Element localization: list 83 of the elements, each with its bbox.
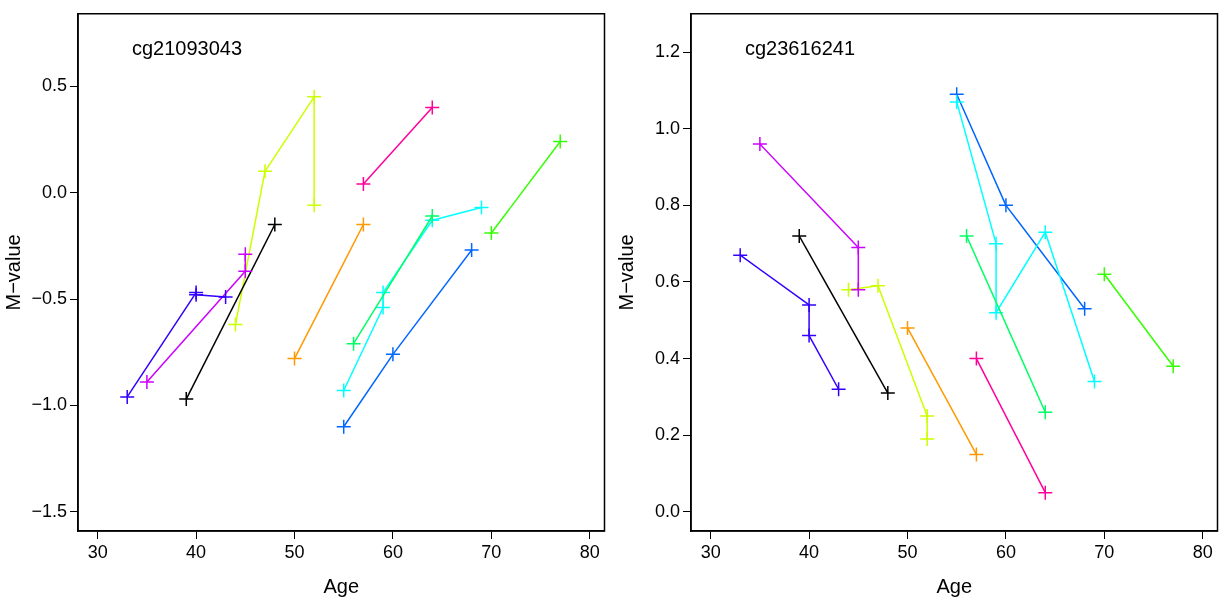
point xyxy=(306,89,322,105)
y-tick-label: 0.2 xyxy=(654,424,680,445)
point xyxy=(424,208,441,224)
y-tick-label: −1.0 xyxy=(31,394,67,415)
point xyxy=(1086,373,1103,390)
text: cg21093043 xyxy=(132,37,243,60)
y-tick-label: 1.2 xyxy=(654,41,680,62)
point xyxy=(335,382,352,399)
point xyxy=(385,346,401,363)
point xyxy=(791,228,807,244)
point xyxy=(483,225,500,241)
point xyxy=(801,297,817,313)
point xyxy=(306,197,322,214)
x-tick-label: 70 xyxy=(1094,541,1115,562)
point xyxy=(801,327,817,344)
point xyxy=(1096,266,1113,283)
x-tick-label: 40 xyxy=(186,541,207,562)
point xyxy=(752,136,768,152)
y-tick-label: −0.5 xyxy=(31,287,67,308)
point xyxy=(463,242,480,258)
point xyxy=(139,374,155,390)
x-tick-label: 60 xyxy=(995,541,1016,562)
point xyxy=(375,299,391,316)
point xyxy=(870,278,886,294)
point xyxy=(178,391,194,407)
point xyxy=(237,263,254,280)
x-tick-label: 30 xyxy=(87,541,108,562)
point xyxy=(732,247,748,263)
point xyxy=(830,381,847,397)
point xyxy=(1165,358,1181,375)
x-tick-label: 50 xyxy=(897,541,918,562)
point xyxy=(1037,484,1054,501)
point xyxy=(968,350,985,367)
y-tick-label: 0.6 xyxy=(654,270,680,291)
y-tick-label: 0.8 xyxy=(654,194,680,215)
point xyxy=(267,216,283,233)
point xyxy=(968,446,985,463)
x-axis-title: Age xyxy=(936,574,973,597)
point xyxy=(1037,224,1054,240)
x-tick-label: 80 xyxy=(1192,541,1213,562)
x-tick-label: 70 xyxy=(481,541,502,562)
point xyxy=(880,385,896,401)
point xyxy=(988,235,1004,252)
point xyxy=(850,281,867,298)
point xyxy=(375,284,391,301)
point xyxy=(473,199,490,216)
point xyxy=(919,408,935,424)
x-tick-label: 60 xyxy=(382,541,403,562)
y-tick-label: 0.4 xyxy=(654,347,680,368)
point xyxy=(237,246,254,263)
point xyxy=(988,304,1004,321)
x-tick-label: 30 xyxy=(700,541,721,562)
y-tick-label: 0.0 xyxy=(654,500,680,521)
point xyxy=(919,431,935,447)
point xyxy=(355,216,372,233)
point xyxy=(552,133,568,150)
point xyxy=(948,94,965,110)
point xyxy=(899,320,916,336)
point xyxy=(335,418,352,435)
point xyxy=(257,163,273,180)
y-axis-title: M−value xyxy=(1,234,24,311)
y-tick-label: 0.5 xyxy=(41,75,67,96)
point xyxy=(227,316,244,333)
y-axis-title: M−value xyxy=(614,234,637,311)
point xyxy=(424,99,441,116)
y-tick-label: 1.0 xyxy=(654,117,680,138)
x-tick-label: 50 xyxy=(284,541,305,562)
x-axis-title: Age xyxy=(323,574,360,597)
point xyxy=(1037,404,1054,420)
point xyxy=(1076,301,1093,317)
x-tick-label: 40 xyxy=(799,541,820,562)
point xyxy=(345,335,362,352)
y-tick-label: −1.5 xyxy=(31,500,67,521)
point xyxy=(217,289,234,305)
point xyxy=(958,228,975,244)
point xyxy=(850,239,867,256)
point xyxy=(119,389,135,405)
x-tick-label: 80 xyxy=(579,541,600,562)
point xyxy=(286,350,303,367)
y-tick-label: 0.0 xyxy=(41,181,67,202)
point xyxy=(355,176,372,192)
text: cg23616241 xyxy=(745,37,856,60)
point xyxy=(998,197,1014,214)
